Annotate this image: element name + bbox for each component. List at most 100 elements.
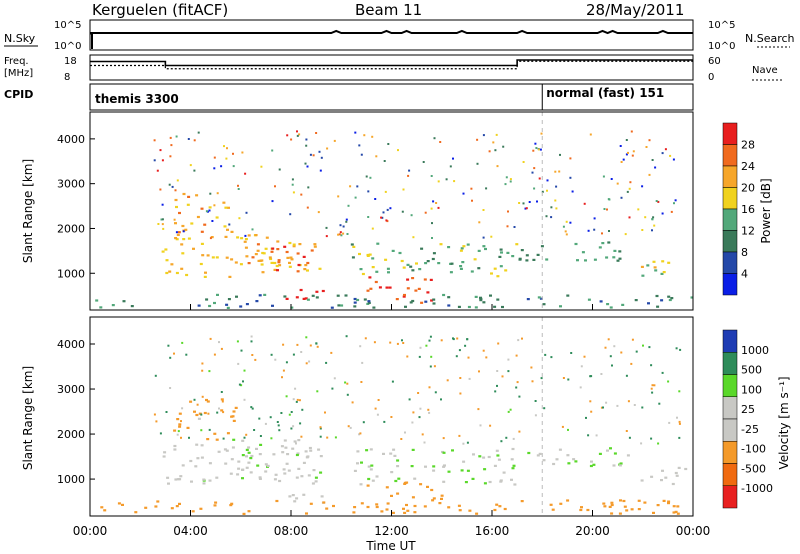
velocity-cell <box>466 338 469 341</box>
power-cell <box>489 294 492 297</box>
velocity-cell <box>390 416 393 418</box>
velocity-cell <box>299 422 302 425</box>
power-cell <box>375 155 378 158</box>
velocity-cell <box>667 380 670 383</box>
velocity-cell <box>675 347 678 350</box>
power-cell <box>603 208 606 210</box>
velocity-cell <box>325 507 329 510</box>
velocity-cell <box>468 377 471 380</box>
power-cell <box>538 177 541 180</box>
power-cell <box>371 257 375 260</box>
velocity-cell <box>298 399 301 402</box>
colorbar-swatch <box>722 144 738 167</box>
power-cell <box>660 299 664 302</box>
power-cell <box>305 138 308 141</box>
power-cell <box>317 211 320 214</box>
power-cell <box>367 300 371 303</box>
cpid-segment-label: themis 3300 <box>95 92 179 106</box>
cpid-segment-label: normal (fast) 151 <box>546 86 664 100</box>
velocity-cell <box>402 507 405 510</box>
power-cell <box>410 214 413 217</box>
power-cell <box>581 251 585 254</box>
velocity-cell <box>431 499 435 502</box>
velocity-cell <box>326 436 329 439</box>
velocity-cell <box>482 456 486 459</box>
velocity-cell <box>390 494 393 497</box>
power-cell <box>507 210 509 213</box>
velocity-cell <box>653 384 656 387</box>
power-cell <box>432 252 436 255</box>
power-cell <box>292 191 295 194</box>
power-cell <box>296 130 298 133</box>
power-cell <box>276 240 280 243</box>
velocity-cell <box>319 427 322 430</box>
power-cell <box>406 263 410 266</box>
velocity-cell <box>668 421 671 424</box>
power-cell <box>426 260 430 263</box>
velocity-cell <box>320 495 324 498</box>
velocity-cell <box>604 346 607 349</box>
velocity-cell <box>162 455 166 458</box>
velocity-cell <box>245 433 248 436</box>
velocity-cell <box>188 436 190 439</box>
velocity-cell <box>403 511 407 514</box>
velocity-cell <box>497 342 500 345</box>
power-cell <box>354 131 357 134</box>
velocity-cell <box>247 461 251 464</box>
velocity-cell <box>359 345 362 348</box>
velocity-cell <box>585 416 587 419</box>
velocity-cell <box>667 502 670 505</box>
velocity-cell <box>315 342 318 345</box>
velocity-cell <box>288 495 292 498</box>
velocity-cell <box>220 398 224 401</box>
velocity-cell <box>574 460 578 463</box>
power-cell <box>542 303 546 306</box>
power-cell <box>550 216 553 219</box>
power-cell <box>467 305 471 309</box>
velocity-cell <box>530 366 533 369</box>
power-cell <box>297 263 301 267</box>
velocity-cell <box>296 452 300 455</box>
velocity-cell <box>245 448 249 451</box>
power-cell <box>156 169 159 172</box>
velocity-cell <box>270 353 273 356</box>
power-cell <box>422 161 425 163</box>
nave-tick-top: 60 <box>708 56 721 67</box>
velocity-cell <box>250 406 253 409</box>
power-cell <box>589 133 592 136</box>
power-cell <box>258 294 262 297</box>
power-cell <box>157 223 160 225</box>
velocity-cell <box>159 432 162 435</box>
velocity-cell <box>558 448 562 451</box>
power-cell <box>482 236 485 239</box>
power-cell <box>533 167 536 170</box>
velocity-cell <box>579 508 583 512</box>
velocity-cell <box>356 450 360 453</box>
velocity-cell <box>459 392 462 395</box>
power-cell <box>206 254 210 257</box>
velocity-cell <box>512 437 515 440</box>
velocity-cell <box>413 504 417 508</box>
power-cell <box>161 159 164 162</box>
power-cell <box>274 185 276 188</box>
velocity-cell <box>426 485 429 488</box>
power-cell <box>260 259 264 262</box>
velocity-cell <box>360 381 363 383</box>
power-cell <box>292 245 296 248</box>
ytick-label: 1000 <box>57 267 85 280</box>
power-cell <box>488 150 491 153</box>
power-cell <box>493 267 497 270</box>
power-cell <box>653 224 656 227</box>
power-cell <box>501 305 504 309</box>
velocity-cell <box>417 392 420 394</box>
velocity-cell <box>285 395 288 398</box>
power-cell <box>193 169 196 172</box>
power-cell <box>384 258 388 261</box>
power-cell <box>168 183 171 186</box>
power-cell <box>459 267 463 270</box>
velocity-cell <box>218 341 220 344</box>
power-cell <box>285 297 289 300</box>
velocity-cell <box>325 361 328 364</box>
power-cell <box>244 234 247 237</box>
velocity-cell <box>609 355 612 358</box>
